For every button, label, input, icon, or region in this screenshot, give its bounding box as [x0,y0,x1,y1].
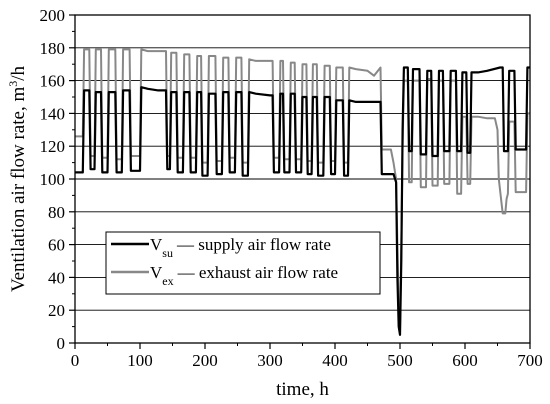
y-tick-label: 20 [48,301,65,320]
legend: Vsu — supply air flow rate Vex — exhaust a… [105,231,381,295]
x-tick-label: 300 [257,351,283,370]
y-tick-label: 160 [40,72,66,91]
legend-entry-supply: Vsu — supply air flow rate [111,235,331,260]
series-line-supply [75,66,530,336]
x-tick-label: 700 [517,351,543,370]
x-tick-label: 0 [71,351,80,370]
legend-box [105,231,381,295]
legend-label-supply: Vsu — supply air flow rate [150,235,331,260]
legend-text-supply: — supply air flow rate [176,235,331,254]
legend-label-exhaust: Vex — exhaust air flow rate [150,263,338,288]
legend-entry-exhaust: Vex — exhaust air flow rate [111,263,338,288]
tick-labels: 0 20 40 60 80 100 120 140 160 180 200 0 100 200 300 400… [40,6,543,370]
y-axis-title-tail: /h [8,65,29,80]
x-tick-label: 600 [452,351,478,370]
legend-subscript-exhaust: ex [162,274,173,288]
axis-ticks [69,14,531,349]
series-layer [75,48,530,336]
y-tick-label: 0 [57,334,66,353]
x-tick-label: 400 [322,351,348,370]
legend-symbol-supply: V [150,235,163,254]
legend-text-exhaust: — exhaust air flow rate [177,263,339,282]
legend-symbol-exhaust: V [150,263,163,282]
y-axis-title-superscript: 3 [6,81,20,87]
y-tick-label: 140 [40,104,66,123]
legend-subscript-supply: su [162,246,173,260]
x-tick-label: 100 [127,351,153,370]
y-tick-label: 40 [48,268,65,287]
y-tick-label: 180 [40,39,66,58]
y-tick-label: 120 [40,137,66,156]
y-tick-label: 100 [40,170,66,189]
x-axis-title: time, h [276,379,329,400]
x-tick-label: 200 [192,351,218,370]
x-tick-label: 500 [387,351,413,370]
y-tick-label: 200 [40,6,66,25]
y-axis-title-main: Ventilation air flow rate, m [8,87,29,292]
y-tick-label: 60 [48,236,65,255]
y-tick-label: 80 [48,203,65,222]
y-axis-title: Ventilation air flow rate, m3/h [6,65,29,292]
